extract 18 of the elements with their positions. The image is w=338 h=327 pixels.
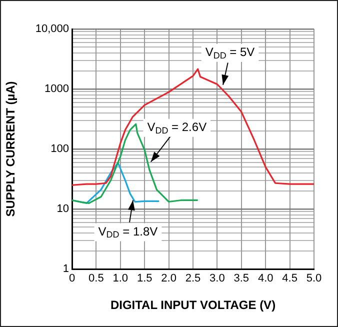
y-axis-title: SUPPLY CURRENT (µA) <box>4 81 18 217</box>
x-tick-label: 1.0 <box>112 272 128 285</box>
x-tick-label: 0.5 <box>88 272 104 285</box>
x-tick-label: 4.5 <box>282 272 298 285</box>
x-tick-label: 3.0 <box>210 272 225 285</box>
y-tick-label: 1 <box>62 263 69 276</box>
x-tick-label: 5.0 <box>306 272 322 285</box>
x-tick-label: 2.0 <box>161 272 176 285</box>
y-tick-label: 100 <box>50 143 69 156</box>
x-tick-label: 1.5 <box>136 272 152 285</box>
x-axis-title: DIGITAL INPUT VOLTAGE (V) <box>110 298 276 312</box>
y-tick-label: 10,000 <box>35 23 69 36</box>
x-tick-label: 0 <box>68 272 76 285</box>
x-tick-label: 3.5 <box>234 272 250 285</box>
x-tick-label: 4.0 <box>258 272 274 285</box>
y-tick-label: 10 <box>56 203 69 216</box>
y-tick-label: 1000 <box>44 83 69 96</box>
x-tick-label: 2.5 <box>185 272 201 285</box>
